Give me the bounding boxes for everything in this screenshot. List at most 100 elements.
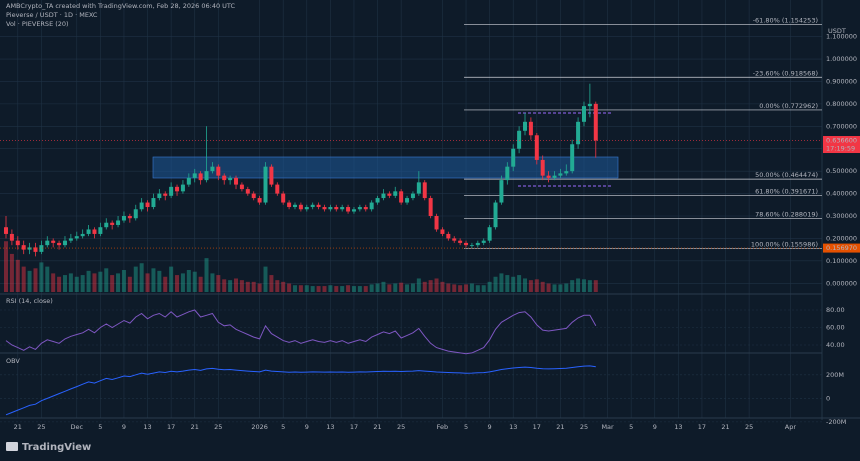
candle-body xyxy=(458,240,463,243)
x-tick-label: 5 xyxy=(629,423,633,431)
candle-body xyxy=(410,193,415,199)
candle-body xyxy=(257,198,262,203)
volume-bar xyxy=(316,286,321,292)
y-tick-label: 200M xyxy=(826,371,844,379)
volume-bar xyxy=(410,283,415,292)
candle-body xyxy=(552,175,557,178)
x-tick-label: 13 xyxy=(509,423,517,431)
candle-body xyxy=(169,186,174,196)
x-tick-label: 21 xyxy=(556,423,564,431)
candle-body xyxy=(328,207,333,210)
candle-body xyxy=(275,184,280,194)
volume-bar xyxy=(110,275,115,292)
y-tick-label: 0.800000 xyxy=(826,100,857,108)
x-tick-label: 13 xyxy=(143,423,151,431)
volume-bar xyxy=(234,278,239,292)
volume-bar xyxy=(163,276,168,292)
volume-bar xyxy=(251,281,256,292)
candle-body xyxy=(393,191,398,196)
volume-bar xyxy=(351,286,356,292)
candle-body xyxy=(405,198,410,203)
volume-bar xyxy=(593,280,598,292)
candle-body xyxy=(440,229,445,234)
candle-body xyxy=(251,193,256,199)
x-tick-label: 21 xyxy=(373,423,381,431)
volume-bar xyxy=(346,285,351,292)
candle-body xyxy=(263,166,268,203)
volume-bar xyxy=(534,279,539,292)
price-badge-label: 0.156970 xyxy=(826,244,857,252)
x-tick-label: 25 xyxy=(397,423,405,431)
candle-body xyxy=(487,227,492,241)
candle-body xyxy=(340,207,345,210)
x-tick-label: Feb xyxy=(437,423,449,431)
volume-bar xyxy=(481,285,486,292)
credit: AMBCrypto_TA created with TradingView.co… xyxy=(6,2,236,10)
candle-body xyxy=(316,204,321,208)
demand-zone xyxy=(152,156,619,179)
fib-label: 61.80% (0.391671) xyxy=(755,187,818,195)
volume-bar xyxy=(399,282,404,292)
volume-bar xyxy=(464,284,469,292)
candle-body xyxy=(21,245,26,250)
x-tick-label: 21 xyxy=(191,423,199,431)
candle-body xyxy=(469,245,474,246)
volume-bar xyxy=(281,281,286,292)
volume-bar xyxy=(222,279,227,292)
candle-body xyxy=(57,242,62,246)
currency: USDT xyxy=(828,27,846,35)
rsi-title: RSI (14, close) xyxy=(6,297,53,305)
volume-bar xyxy=(416,278,421,292)
rsi-line xyxy=(5,309,597,355)
candle-body xyxy=(98,227,103,234)
candle-body xyxy=(281,193,286,203)
candle-body xyxy=(198,173,203,181)
candle-body xyxy=(186,177,191,185)
countdown: 17:19:59 xyxy=(826,145,855,153)
fib-label: -61.80% (1.154253) xyxy=(753,16,818,24)
volume-bar xyxy=(546,283,551,292)
x-tick-label: 5 xyxy=(281,423,285,431)
volume-bar xyxy=(74,276,79,292)
candle-body xyxy=(245,189,250,194)
fib-label: -23.60% (0.918568) xyxy=(753,69,818,77)
volume-bar xyxy=(169,266,174,292)
y-tick-label: 0.300000 xyxy=(826,212,857,220)
candle-body xyxy=(587,103,592,107)
volume-bar xyxy=(121,270,126,292)
candle-body xyxy=(175,186,180,192)
y-tick-label: 0.400000 xyxy=(826,190,857,198)
volume-bar xyxy=(228,280,233,292)
x-tick-label: Apr xyxy=(785,423,797,431)
volume-bar xyxy=(499,273,504,292)
y-tick-label: 1.000000 xyxy=(826,55,857,63)
candle-body xyxy=(74,236,79,239)
volume-bar xyxy=(452,284,457,292)
volume-bar xyxy=(564,283,569,292)
candle-body xyxy=(387,193,392,196)
volume-bar xyxy=(440,281,445,292)
volume-bar xyxy=(558,284,563,292)
x-tick-label: 17 xyxy=(698,423,706,431)
candle-body xyxy=(499,180,504,203)
y-tick-label: -200M xyxy=(826,418,846,426)
candle-body xyxy=(422,182,427,199)
candle-body xyxy=(210,166,215,172)
y-tick-label: 0.100000 xyxy=(826,257,857,265)
candle-body xyxy=(139,202,144,210)
volume-bar xyxy=(186,270,191,292)
candle-body xyxy=(145,202,150,208)
volume-bar xyxy=(505,275,510,292)
volume-bar xyxy=(523,278,528,292)
volume-bar xyxy=(62,275,67,292)
volume-bar xyxy=(434,278,439,292)
y-tick-label: 80.00 xyxy=(826,306,845,314)
candle-body xyxy=(511,148,516,167)
candle-body xyxy=(51,240,56,243)
candle-body xyxy=(68,238,73,241)
volume-bar xyxy=(57,276,62,292)
volume-bar xyxy=(322,286,327,292)
candle-body xyxy=(304,207,309,210)
candle-body xyxy=(523,121,528,131)
